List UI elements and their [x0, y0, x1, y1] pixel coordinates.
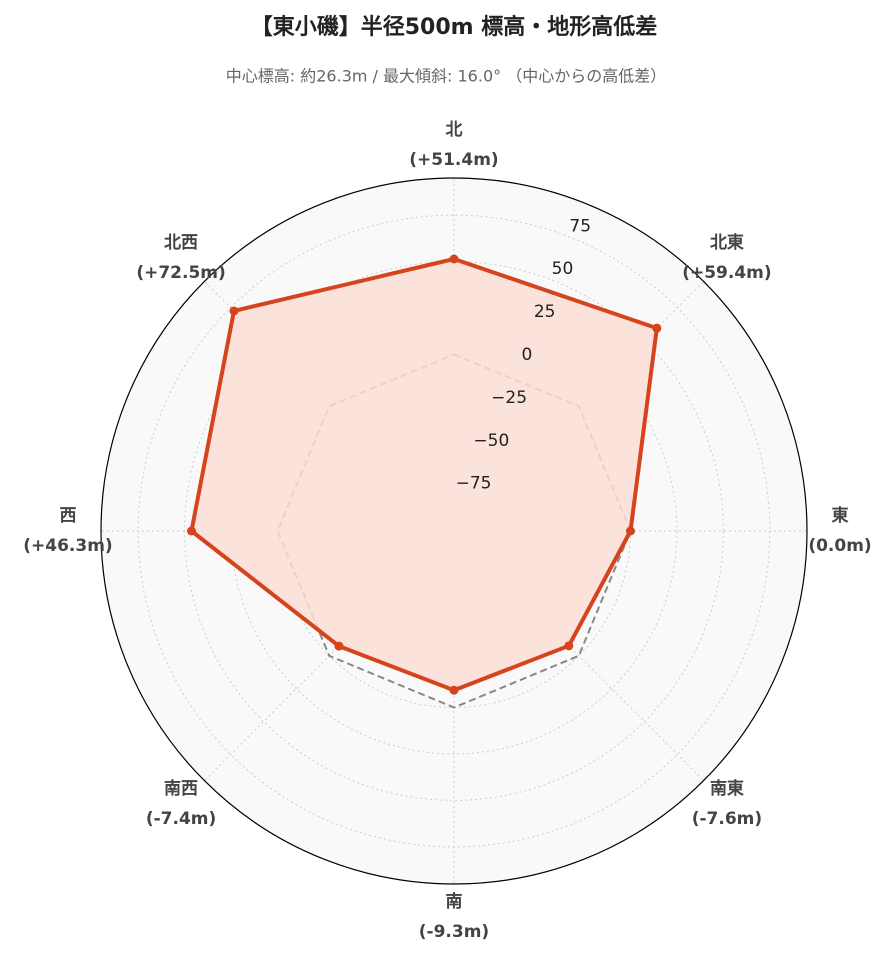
category-label: 南西 — [164, 778, 198, 799]
r-tick-label: 25 — [534, 302, 556, 322]
point — [449, 685, 459, 695]
value-label: (0.0m) — [808, 536, 871, 556]
point — [229, 306, 239, 316]
value-label: (-7.6m) — [692, 809, 762, 829]
category-label: 北東 — [710, 232, 744, 253]
r-tick-label: −25 — [491, 388, 527, 408]
value-label: (+46.3m) — [23, 536, 112, 556]
point — [186, 526, 196, 536]
point — [449, 254, 459, 264]
r-tick-label: 75 — [569, 216, 591, 236]
value-label: (+59.4m) — [682, 263, 771, 283]
value-label: (-7.4m) — [146, 809, 216, 829]
grid-ring — [137, 214, 771, 848]
category-label: 西 — [60, 506, 77, 526]
plot-border — [100, 177, 808, 885]
spoke — [453, 530, 704, 781]
value-label: (+72.5m) — [136, 263, 225, 283]
category-label: 南 — [446, 891, 463, 912]
category-label: 東 — [832, 505, 849, 526]
category-label: 北西 — [164, 233, 198, 253]
category-label: 北 — [446, 120, 463, 140]
r-tick-label: 0 — [521, 345, 532, 365]
grid-ring — [184, 261, 724, 801]
value-label: (+51.4m) — [409, 150, 498, 170]
area — [191, 259, 657, 691]
point — [334, 641, 344, 651]
point — [626, 526, 635, 536]
chart-subtitle: 中心標高: 約26.3m / 最大傾斜: 16.0° （中心からの高低差） — [226, 67, 666, 86]
r-tick-label: 50 — [552, 259, 574, 279]
chart-title: 【東小磯】半径500m 標高・地形高低差 — [251, 14, 658, 40]
r-tick-label: −50 — [473, 431, 509, 451]
point — [564, 641, 574, 651]
point — [652, 323, 662, 333]
r-tick-label: −75 — [456, 474, 492, 494]
category-label: 南東 — [710, 778, 744, 799]
value-label: (-9.3m) — [419, 922, 489, 942]
